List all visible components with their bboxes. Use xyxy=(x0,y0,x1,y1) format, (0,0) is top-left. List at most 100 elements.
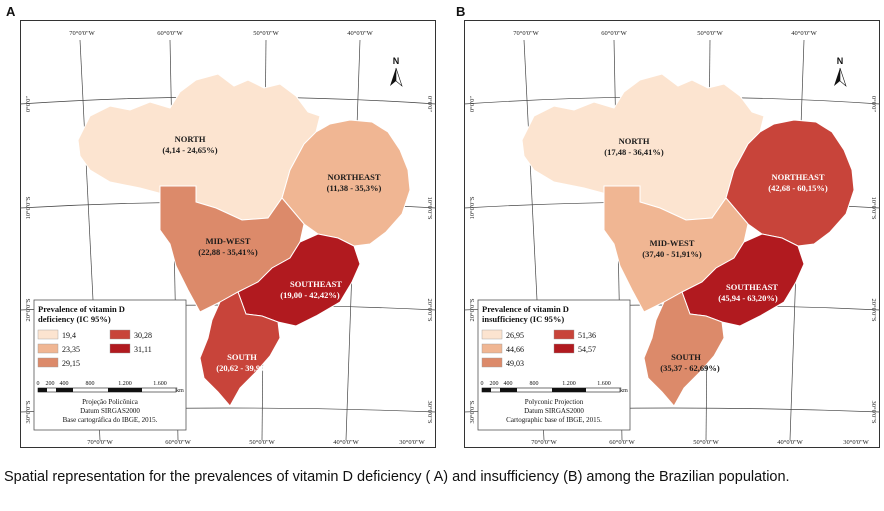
lat-label: 20°0'0"S xyxy=(25,298,32,321)
region-label-north: NORTH xyxy=(619,136,650,146)
figure-caption: Spatial representation for the prevalenc… xyxy=(4,469,790,485)
map-a: 70°0'0"W 60°0'0"W 50°0'0"W 40°0'0"W 70°0… xyxy=(20,20,436,448)
lon-label: 50°0'0"W xyxy=(693,439,719,446)
lat-label: 20°0'0"S xyxy=(426,298,433,321)
legend-swatch xyxy=(553,343,575,354)
lat-label: 20°0'0"S xyxy=(870,298,877,321)
scale-tick: 200 xyxy=(46,381,55,387)
region-range-southeast: (45,94 - 63,20%) xyxy=(718,293,778,303)
scale-bar: 0 200 400 800 1.200 1.600 km xyxy=(481,381,629,394)
region-label-southeast: SOUTHEAST xyxy=(290,279,342,289)
lat-labels-right: 0°0'0" 10°0'0"S 20°0'0"S 30°0'0"S xyxy=(870,96,877,424)
lat-label: 10°0'0"S xyxy=(469,196,476,219)
lat-labels-left: 0°0'0" 10°0'0"S 20°0'0"S 30°0'0"S xyxy=(25,96,32,424)
lat-label: 10°0'0"S xyxy=(25,196,32,219)
legend-label: 49,03 xyxy=(506,359,524,368)
datum-note: Datum SIRGAS2000 xyxy=(524,407,584,415)
region-range-north: (17,48 - 36,41%) xyxy=(604,147,664,157)
region-label-northeast: NORTHEAST xyxy=(327,172,380,182)
scale-tick: 1.200 xyxy=(118,381,132,387)
region-label-southeast: SOUTHEAST xyxy=(726,282,778,292)
region-label-midwest: MID-WEST xyxy=(650,238,695,248)
map-b: 70°0'0"W 60°0'0"W 50°0'0"W 40°0'0"W 70°0… xyxy=(464,20,880,448)
region-label-south: SOUTH xyxy=(227,352,257,362)
scale-unit: km xyxy=(620,388,628,394)
north-label: N xyxy=(837,56,844,66)
lon-label: 50°0'0"W xyxy=(697,30,723,37)
lat-label: 30°0'0"S xyxy=(870,400,877,423)
north-arrow-icon: N xyxy=(834,56,847,87)
lon-label: 70°0'0"W xyxy=(69,30,95,37)
lat-labels-left: 0°0'0" 10°0'0"S 20°0'0"S 30°0'0"S xyxy=(469,96,476,424)
legend-swatch xyxy=(481,343,503,354)
lat-label: 30°0'0"S xyxy=(469,400,476,423)
region-label-north: NORTH xyxy=(175,134,206,144)
region-range-south: (20,62 - 39,94%) xyxy=(216,363,276,373)
lat-label: 0°0'0" xyxy=(469,96,476,113)
legend-swatch xyxy=(481,357,503,368)
lon-label: 70°0'0"W xyxy=(531,439,557,446)
lon-label: 40°0'0"W xyxy=(347,30,373,37)
lon-labels-bottom: 70°0'0"W 60°0'0"W 50°0'0"W 40°0'0"W 30°0… xyxy=(87,439,425,446)
legend-swatch xyxy=(553,329,575,340)
legend-title: Prevalence of vitamin D xyxy=(482,304,569,314)
region-label-midwest: MID-WEST xyxy=(206,236,251,246)
region-south xyxy=(199,291,281,407)
legend-swatch xyxy=(37,343,59,354)
scale-tick: 1.200 xyxy=(562,381,576,387)
legend-title: Prevalence of vitamin D xyxy=(38,304,125,314)
lat-label: 30°0'0"S xyxy=(426,400,433,423)
region-southeast xyxy=(681,233,805,327)
lat-label: 0°0'0" xyxy=(870,96,877,113)
lon-labels-bottom: 70°0'0"W 60°0'0"W 50°0'0"W 40°0'0"W 30°0… xyxy=(531,439,869,446)
projection-note: Projeção Policônica xyxy=(82,398,139,406)
region-range-south: (35,37 - 62,69%) xyxy=(660,363,720,373)
lon-label: 60°0'0"W xyxy=(601,30,627,37)
legend-label: 54,57 xyxy=(578,345,596,354)
scale-tick: 0 xyxy=(481,381,484,387)
lat-label: 10°0'0"S xyxy=(426,196,433,219)
lon-label: 40°0'0"W xyxy=(333,439,359,446)
lat-label: 20°0'0"S xyxy=(469,298,476,321)
scale-bar: 0 200 400 800 1.200 1.600 km xyxy=(37,381,185,394)
source-note: Base cartográfica do IBGE, 2015. xyxy=(63,416,158,424)
scale-tick: 400 xyxy=(60,381,69,387)
region-range-southeast: (19,00 - 42,42%) xyxy=(280,290,340,300)
scale-tick: 800 xyxy=(86,381,95,387)
legend-label: 23,35 xyxy=(62,345,80,354)
north-label: N xyxy=(393,56,400,66)
region-range-northeast: (42,68 - 60,15%) xyxy=(768,183,828,193)
lon-label: 30°0'0"W xyxy=(843,439,869,446)
legend-swatch xyxy=(37,329,59,340)
lon-label: 60°0'0"W xyxy=(609,439,635,446)
lon-labels-top: 70°0'0"W 60°0'0"W 50°0'0"W 40°0'0"W xyxy=(513,30,817,37)
legend-swatch xyxy=(481,329,503,340)
lon-label: 60°0'0"W xyxy=(157,30,183,37)
panel-letter-a: A xyxy=(6,4,16,19)
region-southeast xyxy=(237,233,361,327)
scale-tick: 1.600 xyxy=(153,381,167,387)
lon-labels-top: 70°0'0"W 60°0'0"W 50°0'0"W 40°0'0"W xyxy=(69,30,373,37)
lon-label: 30°0'0"W xyxy=(399,439,425,446)
lon-label: 40°0'0"W xyxy=(791,30,817,37)
scale-tick: 0 xyxy=(37,381,40,387)
scale-tick: 400 xyxy=(504,381,513,387)
lat-label: 0°0'0" xyxy=(426,96,433,113)
scale-tick: 1.600 xyxy=(597,381,611,387)
legend-label: 30,28 xyxy=(134,331,152,340)
region-south xyxy=(643,291,725,407)
lat-label: 30°0'0"S xyxy=(25,400,32,423)
lat-labels-right: 0°0'0" 10°0'0"S 20°0'0"S 30°0'0"S xyxy=(426,96,433,424)
lon-label: 70°0'0"W xyxy=(87,439,113,446)
legend-swatch xyxy=(109,343,131,354)
north-arrow-icon: N xyxy=(390,56,403,87)
lat-label: 0°0'0" xyxy=(25,96,32,113)
region-range-north: (4,14 - 24,65%) xyxy=(162,145,217,155)
region-range-northeast: (11,38 - 35,3%) xyxy=(327,183,382,193)
scale-tick: 800 xyxy=(530,381,539,387)
legend-label: 44,66 xyxy=(506,345,524,354)
scale-tick: 200 xyxy=(490,381,499,387)
region-range-midwest: (37,40 - 51,91%) xyxy=(642,249,702,259)
legend-label: 51,36 xyxy=(578,331,596,340)
region-label-northeast: NORTHEAST xyxy=(771,172,824,182)
